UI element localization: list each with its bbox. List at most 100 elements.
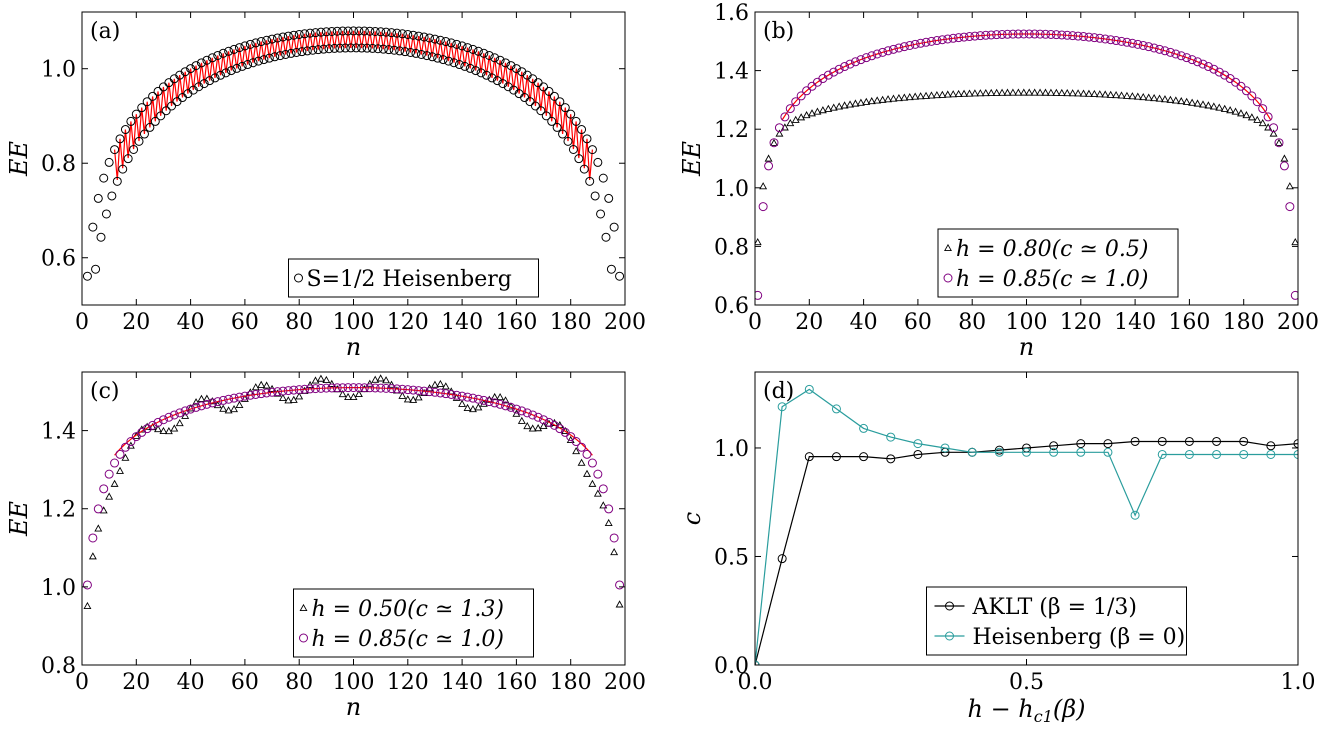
data-point xyxy=(588,479,597,487)
data-point xyxy=(1024,29,1034,39)
data-point xyxy=(281,49,291,59)
data-point xyxy=(834,64,844,74)
panel-label: (a) xyxy=(90,19,120,44)
data-point xyxy=(397,29,407,39)
data-point xyxy=(1127,38,1137,48)
data-point xyxy=(94,524,103,532)
data-point xyxy=(156,111,166,121)
data-point xyxy=(251,38,261,48)
data-point xyxy=(382,376,391,384)
data-point xyxy=(1203,62,1213,72)
data-point xyxy=(196,58,206,68)
data-point xyxy=(180,67,190,77)
legend-box xyxy=(937,228,1179,298)
data-point xyxy=(338,389,347,398)
data-point xyxy=(99,173,109,183)
data-point xyxy=(954,33,964,43)
data-point xyxy=(359,26,369,36)
data-point xyxy=(441,382,450,390)
data-point xyxy=(949,90,958,98)
data-point xyxy=(808,109,816,117)
data-point xyxy=(148,420,158,430)
data-point xyxy=(1111,36,1121,46)
data-point xyxy=(332,26,342,36)
data-point xyxy=(427,52,437,62)
x-axis-label: h − hc1(β) xyxy=(967,695,1085,726)
data-point xyxy=(115,449,125,459)
x-tick-label: 140 xyxy=(1114,310,1156,335)
data-point xyxy=(1263,112,1273,122)
data-point xyxy=(1117,36,1127,46)
data-point xyxy=(1247,91,1257,101)
data-point xyxy=(278,32,288,42)
data-point xyxy=(1247,113,1256,121)
data-point xyxy=(1090,89,1099,98)
data-point xyxy=(916,38,926,48)
data-point xyxy=(191,61,201,71)
data-point xyxy=(1149,43,1159,53)
panel-b: 0 20 40 60 80 100 120 140 160 180 200 0.6 0.8 1.0 1.2 1… xyxy=(678,1,1319,361)
data-point xyxy=(278,386,288,396)
x-tick-label: 60 xyxy=(231,670,259,695)
data-point xyxy=(120,125,130,135)
data-point xyxy=(175,408,185,418)
data-point xyxy=(547,116,557,126)
data-point xyxy=(403,395,412,403)
data-point xyxy=(544,86,554,96)
data-point xyxy=(294,29,304,39)
data-point xyxy=(403,29,413,39)
y-tick-label: 0.0 xyxy=(714,654,749,679)
fit-line xyxy=(781,33,1272,121)
data-point xyxy=(409,395,418,403)
data-point xyxy=(759,182,768,190)
data-point xyxy=(987,88,996,96)
data-point xyxy=(577,442,587,452)
data-point xyxy=(458,399,467,407)
data-point xyxy=(343,383,353,393)
legend: AKLT (β = 1/3) Heisenberg (β = 0) xyxy=(926,586,1187,656)
data-point xyxy=(1139,92,1148,101)
data-point xyxy=(82,580,92,590)
data-point xyxy=(414,31,424,41)
data-point xyxy=(1133,39,1143,49)
data-point xyxy=(867,51,877,61)
data-point xyxy=(463,43,473,53)
data-point xyxy=(555,97,565,107)
data-point xyxy=(335,43,345,53)
data-point xyxy=(186,64,196,74)
data-point xyxy=(927,91,936,99)
data-point xyxy=(305,384,315,394)
data-point xyxy=(585,176,595,186)
data-point xyxy=(1008,29,1018,39)
x-tick-label: 140 xyxy=(441,670,483,695)
data-point xyxy=(994,445,1004,455)
data-point xyxy=(840,62,850,72)
data-point xyxy=(419,32,429,42)
data-point xyxy=(1212,436,1222,446)
data-point xyxy=(758,202,768,212)
data-point xyxy=(104,469,114,479)
data-point xyxy=(1226,106,1235,114)
y-axis-label: c xyxy=(678,512,706,525)
data-point xyxy=(110,458,120,468)
data-point xyxy=(1258,119,1267,127)
data-point xyxy=(577,125,587,135)
x-tick-label: 0 xyxy=(75,310,89,335)
data-point xyxy=(1237,109,1245,117)
data-point xyxy=(91,264,101,274)
x-tick-label: 200 xyxy=(604,310,646,335)
data-point xyxy=(511,64,521,74)
data-point xyxy=(83,601,92,609)
data-point xyxy=(349,26,358,36)
data-point xyxy=(120,442,130,452)
data-point xyxy=(1274,138,1284,148)
data-point xyxy=(192,398,200,406)
data-point xyxy=(257,380,266,388)
data-point xyxy=(311,376,320,384)
data-point xyxy=(910,39,920,49)
data-point xyxy=(313,45,323,55)
data-point xyxy=(264,53,274,63)
data-point xyxy=(126,437,136,447)
data-point xyxy=(142,424,152,434)
data-point xyxy=(237,61,247,71)
